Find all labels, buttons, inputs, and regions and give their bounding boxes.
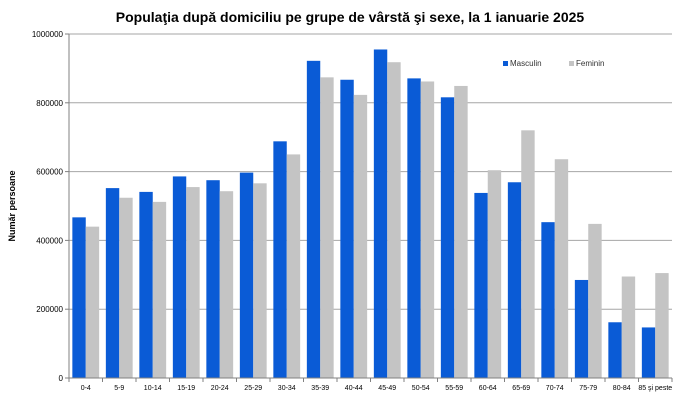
y-tick-label: 600000 — [36, 168, 63, 177]
legend-swatch-masculin — [503, 61, 508, 66]
bar-feminin-0-4 — [85, 226, 100, 378]
bar-feminin-25-29 — [253, 183, 267, 378]
bars — [72, 49, 669, 379]
bar-masculin-0-4 — [72, 217, 86, 378]
y-axis-ticks: 0 200000 400000 600000 800000 1000000 — [32, 30, 69, 383]
bar-feminin-5-9 — [119, 197, 133, 378]
legend-label-feminin: Feminin — [576, 59, 604, 68]
x-tick-label: 85 şi peste — [638, 385, 672, 392]
legend-swatch-feminin — [569, 61, 574, 66]
bar-masculin-30-34 — [273, 141, 287, 378]
bar-feminin-35-39 — [320, 77, 334, 378]
bar-masculin-60-64 — [474, 192, 488, 378]
x-tick-label: 55-59 — [445, 385, 463, 392]
y-tick-label: 800000 — [36, 99, 63, 108]
x-tick-label: 15-19 — [177, 385, 195, 392]
x-tick-label: 25-29 — [244, 385, 262, 392]
x-tick-label: 80-84 — [613, 385, 631, 392]
y-tick-label: 400000 — [36, 236, 63, 245]
bar-feminin-75-79 — [588, 223, 602, 378]
x-tick-label: 75-79 — [579, 385, 597, 392]
bar-masculin-85-şi-peste — [641, 327, 656, 378]
y-tick-label: 1000000 — [32, 30, 64, 39]
bar-feminin-15-19 — [186, 187, 200, 378]
x-tick-label: 0-4 — [81, 385, 91, 392]
x-tick-label: 30-34 — [278, 385, 296, 392]
bar-masculin-75-79 — [574, 279, 589, 378]
bar-masculin-25-29 — [239, 172, 254, 378]
x-tick-label: 50-54 — [412, 385, 430, 392]
y-tick-label: 0 — [59, 374, 64, 383]
x-tick-label: 70-74 — [546, 385, 564, 392]
bar-feminin-80-84 — [621, 276, 636, 378]
x-tick-label: 20-24 — [211, 385, 229, 392]
bar-masculin-55-59 — [440, 97, 455, 379]
bar-feminin-70-74 — [554, 159, 569, 378]
bar-feminin-45-49 — [387, 62, 401, 379]
legend: Masculin Feminin — [503, 59, 604, 68]
bar-feminin-30-34 — [286, 154, 301, 378]
x-tick-label: 10-14 — [144, 385, 162, 392]
x-axis-ticks: 0-4 5-9 10-14 15-19 20-24 25-29 30-34 35-39 40-4… — [68, 378, 673, 392]
x-tick-label: 60-64 — [479, 385, 497, 392]
x-tick-label: 65-69 — [512, 385, 530, 392]
bar-masculin-45-49 — [373, 49, 388, 378]
bar-feminin-60-64 — [487, 170, 502, 378]
bar-feminin-20-24 — [219, 191, 234, 378]
bar-masculin-5-9 — [105, 188, 120, 378]
x-tick-label: 40-44 — [345, 385, 363, 392]
bar-masculin-70-74 — [541, 222, 555, 378]
bar-feminin-50-54 — [420, 81, 435, 378]
x-tick-label: 5-9 — [114, 385, 124, 392]
bar-masculin-15-19 — [172, 176, 187, 378]
bar-feminin-65-69 — [521, 130, 535, 378]
bar-masculin-20-24 — [206, 180, 220, 378]
x-tick-label: 45-49 — [378, 385, 396, 392]
gridlines — [69, 33, 672, 310]
bar-feminin-40-44 — [353, 94, 368, 378]
bar-masculin-35-39 — [306, 60, 321, 378]
bar-feminin-10-14 — [152, 201, 167, 378]
bar-masculin-80-84 — [608, 322, 622, 378]
legend-label-masculin: Masculin — [510, 59, 542, 68]
bar-feminin-85-şi-peste — [655, 273, 669, 378]
bar-masculin-40-44 — [340, 79, 354, 378]
bar-feminin-55-59 — [454, 85, 468, 378]
y-axis-label: Număr persoane — [7, 170, 17, 241]
chart-title: Populaţia după domiciliu pe grupe de vâr… — [116, 9, 585, 25]
y-tick-label: 200000 — [36, 305, 63, 314]
bar-masculin-65-69 — [507, 182, 522, 378]
x-tick-label: 35-39 — [311, 385, 329, 392]
bar-masculin-10-14 — [139, 191, 153, 378]
bar-masculin-50-54 — [407, 78, 421, 378]
